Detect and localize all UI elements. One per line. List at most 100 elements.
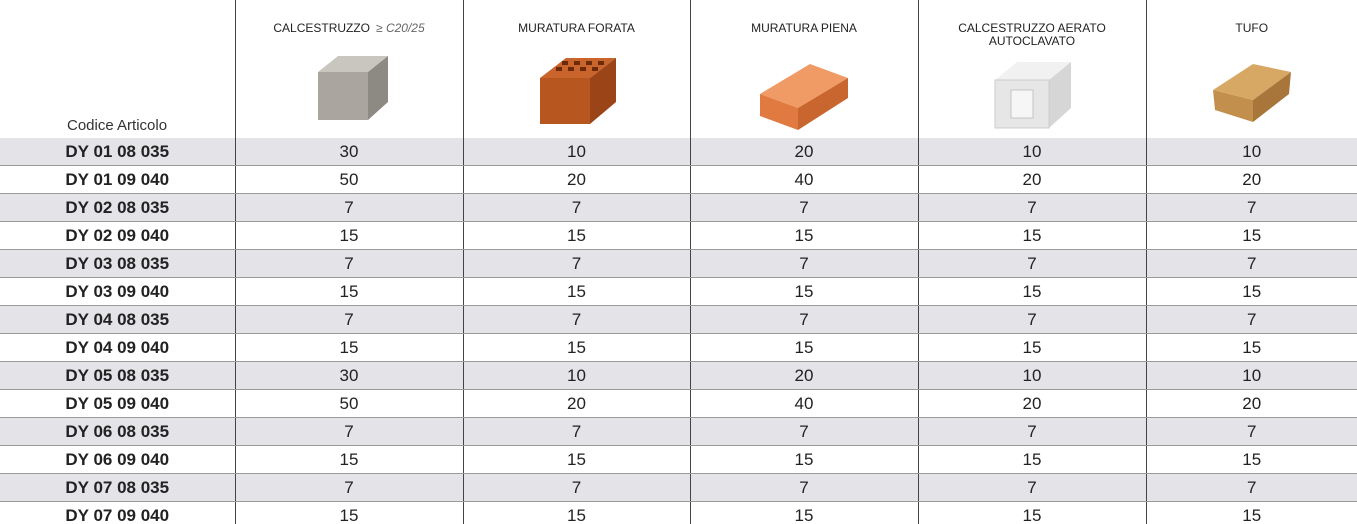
value-cell: 10: [1146, 362, 1357, 390]
header-cell: MURATURA PIENA: [690, 0, 918, 138]
value-cell: 7: [235, 418, 463, 446]
value-cell: 15: [463, 502, 690, 524]
code-cell: DY 01 08 035: [0, 138, 235, 166]
value-cell: 15: [235, 446, 463, 474]
table: Codice Articolo CALCESTRUZZO ≥ C20/25 MUR…: [0, 0, 1357, 524]
value-cell: 10: [463, 362, 690, 390]
value-cell: 20: [690, 138, 918, 166]
code-cell: DY 03 09 040: [0, 278, 235, 306]
value-cell: 7: [463, 474, 690, 502]
value-cell: 15: [235, 222, 463, 250]
value-cell: 10: [918, 138, 1146, 166]
value-cell: 15: [1146, 222, 1357, 250]
value-cell: 20: [918, 166, 1146, 194]
code-cell: DY 05 09 040: [0, 390, 235, 418]
value-cell: 20: [463, 390, 690, 418]
value-cell: 15: [918, 446, 1146, 474]
value-cell: 15: [463, 446, 690, 474]
value-cell: 7: [463, 250, 690, 278]
value-cell: 7: [690, 250, 918, 278]
value-cell: 7: [1146, 250, 1357, 278]
column-label: MURATURA FORATA: [497, 22, 657, 50]
value-cell: 7: [235, 306, 463, 334]
tuff-block-image: [1207, 50, 1297, 125]
header-cell: TUFO: [1146, 0, 1357, 138]
column-label: MURATURA PIENA: [724, 22, 884, 50]
header-cell: Codice Articolo: [0, 0, 235, 138]
value-cell: 15: [235, 502, 463, 524]
header-row: Codice Articolo CALCESTRUZZO ≥ C20/25 MUR…: [0, 0, 1357, 138]
value-cell: 15: [690, 502, 918, 524]
column-note: ≥ C20/25: [376, 21, 425, 35]
value-cell: 50: [235, 166, 463, 194]
value-cell: 7: [235, 194, 463, 222]
value-cell: 7: [918, 474, 1146, 502]
value-cell: 10: [1146, 138, 1357, 166]
column-label: CALCESTRUZZO: [273, 21, 370, 35]
value-cell: 20: [918, 390, 1146, 418]
value-cell: 7: [690, 474, 918, 502]
value-cell: 20: [1146, 390, 1357, 418]
row-label: Codice Articolo: [0, 117, 235, 138]
solid-brick-image: [754, 50, 854, 130]
value-cell: 30: [235, 138, 463, 166]
value-cell: 15: [918, 334, 1146, 362]
value-cell: 15: [463, 278, 690, 306]
value-cell: 7: [1146, 194, 1357, 222]
value-cell: 7: [918, 418, 1146, 446]
code-cell: DY 06 09 040: [0, 446, 235, 474]
value-cell: 7: [235, 474, 463, 502]
value-cell: 20: [690, 362, 918, 390]
code-cell: DY 07 09 040: [0, 502, 235, 524]
code-cell: DY 01 09 040: [0, 166, 235, 194]
code-cell: DY 02 08 035: [0, 194, 235, 222]
header-cell: MURATURA FORATA: [463, 0, 690, 138]
value-cell: 7: [463, 194, 690, 222]
value-cell: 7: [918, 194, 1146, 222]
aerated-block-image: [987, 50, 1077, 130]
value-cell: 10: [918, 362, 1146, 390]
value-cell: 15: [918, 222, 1146, 250]
value-cell: 15: [1146, 278, 1357, 306]
header-cell: CALCESTRUZZO AERATO AUTOCLAVATO: [918, 0, 1146, 138]
value-cell: 15: [1146, 502, 1357, 524]
value-cell: 30: [235, 362, 463, 390]
code-cell: DY 02 09 040: [0, 222, 235, 250]
value-cell: 15: [235, 278, 463, 306]
value-cell: 10: [463, 138, 690, 166]
value-cell: 7: [690, 306, 918, 334]
value-cell: 50: [235, 390, 463, 418]
value-cell: 7: [235, 250, 463, 278]
code-cell: DY 06 08 035: [0, 418, 235, 446]
value-cell: 7: [1146, 474, 1357, 502]
value-cell: 7: [1146, 418, 1357, 446]
value-cell: 15: [918, 502, 1146, 524]
value-cell: 15: [463, 334, 690, 362]
value-cell: 7: [1146, 306, 1357, 334]
value-cell: 20: [463, 166, 690, 194]
value-cell: 15: [690, 222, 918, 250]
page: Codice Articolo CALCESTRUZZO ≥ C20/25 MUR…: [0, 0, 1357, 524]
code-cell: DY 05 08 035: [0, 362, 235, 390]
value-cell: 7: [463, 306, 690, 334]
value-cell: 15: [1146, 334, 1357, 362]
column-label: CALCESTRUZZO AERATO AUTOCLAVATO: [952, 22, 1112, 50]
code-cell: DY 07 08 035: [0, 474, 235, 502]
code-cell: DY 04 09 040: [0, 334, 235, 362]
header-cell: CALCESTRUZZO ≥ C20/25: [235, 0, 463, 138]
value-cell: 15: [235, 334, 463, 362]
value-cell: 15: [690, 278, 918, 306]
value-cell: 15: [690, 446, 918, 474]
